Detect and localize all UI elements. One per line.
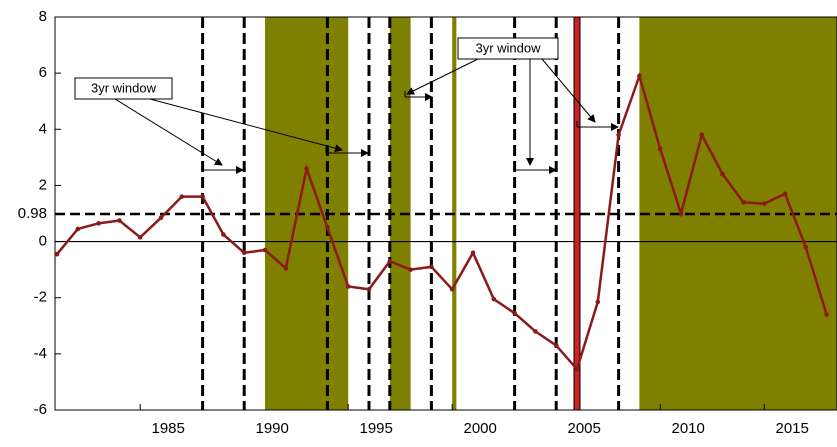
plot-frame: [54, 16, 837, 411]
y-tick-label: -4: [34, 345, 47, 362]
data-line: [56, 71, 828, 372]
data-point: [595, 299, 601, 305]
data-point: [179, 194, 185, 199]
data-point: [657, 146, 663, 152]
y-tick-label: 0.98: [18, 205, 47, 222]
y-tick-label: 4: [39, 120, 47, 137]
data-point: [200, 194, 205, 199]
y-tick-label: -6: [34, 401, 47, 418]
data-point: [304, 166, 309, 171]
shaded-period: [265, 17, 349, 410]
data-point: [137, 235, 143, 240]
data-point: [54, 251, 60, 257]
data-point: [325, 225, 330, 230]
data-point: [429, 264, 434, 270]
data-point: [241, 250, 247, 256]
data-point: [553, 343, 559, 348]
data-point: [533, 329, 538, 334]
x-tick-label: 1995: [360, 420, 393, 437]
data-point: [366, 286, 372, 292]
annotation-text: 3yr window: [475, 40, 541, 55]
data-point: [449, 286, 455, 292]
break-line: [573, 16, 581, 411]
x-tick-label: 2000: [464, 420, 497, 437]
data-point: [408, 267, 413, 272]
annotation-arrow: [541, 58, 596, 123]
data-point: [761, 201, 767, 206]
data-point: [637, 73, 642, 79]
data-point: [574, 366, 580, 372]
data-point: [221, 232, 226, 237]
data-point: [117, 218, 122, 223]
data-point: [262, 247, 268, 253]
data-point: [470, 250, 476, 256]
data-point: [512, 310, 517, 316]
data-point: [96, 221, 101, 226]
data-point: [824, 312, 829, 317]
annotation-arrow: [114, 98, 223, 166]
x-tick-label: 1990: [256, 420, 289, 437]
data-point: [678, 211, 684, 216]
data-point: [75, 226, 81, 232]
data-point: [699, 132, 705, 138]
data-point: [803, 244, 809, 250]
y-tick-label: 2: [39, 176, 47, 193]
data-point: [616, 132, 621, 138]
y-tick-label: 0: [39, 233, 47, 250]
annotation-box: [457, 37, 559, 60]
x-tick-label: 2010: [672, 420, 705, 437]
data-point: [387, 258, 393, 264]
x-tick-label: 2015: [776, 420, 809, 437]
y-tick-label: -2: [34, 289, 47, 306]
y-tick-label: 8: [39, 8, 47, 25]
data-point: [720, 171, 725, 177]
data-point: [345, 284, 351, 289]
data-point: [741, 199, 746, 205]
data-point: [491, 296, 497, 302]
annotation-box: [74, 77, 173, 100]
y-tick-label: 6: [39, 64, 47, 81]
annotation-arrow: [149, 98, 343, 153]
x-tick-label: 1985: [152, 420, 185, 437]
data-point: [283, 265, 289, 271]
annotation-arrow: [406, 58, 479, 95]
x-tick-label: 2005: [568, 420, 601, 437]
data-point: [158, 215, 164, 221]
annotation-text: 3yr window: [91, 80, 157, 95]
data-point: [782, 191, 788, 197]
